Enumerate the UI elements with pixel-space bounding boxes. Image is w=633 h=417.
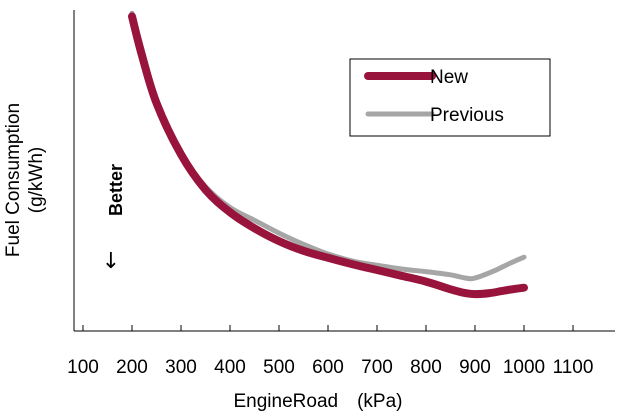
series-layer (128, 10, 528, 299)
y-axis-title-line1: Fuel Consumption (3, 103, 24, 257)
legend-label-new: New (430, 67, 468, 88)
x-tick-label: 1000 (503, 357, 545, 378)
x-tick-label: 700 (361, 357, 393, 378)
legend-label-previous: Previous (430, 105, 504, 126)
x-tick-label: 200 (116, 357, 148, 378)
series-line-new (128, 12, 528, 299)
legend: New Previous (349, 58, 551, 137)
y-axis-title-line2: (g/kWh) (26, 147, 47, 214)
legend-box (349, 58, 551, 137)
x-axis-title: EngineRoad (kPa) (234, 391, 403, 412)
x-tick-label: 1100 (553, 357, 594, 378)
x-tick-label: 400 (214, 357, 246, 378)
x-tick-label: 100 (67, 357, 99, 378)
x-tick-label: 600 (312, 357, 344, 378)
better-annotation: Better (106, 164, 126, 216)
x-axis-tick-labels: 100 200 300 400 500 600 700 800 900 1000 1100 (67, 357, 593, 378)
x-axis-ticks (82, 325, 574, 331)
x-tick-label: 500 (263, 357, 295, 378)
x-tick-label: 900 (459, 357, 491, 378)
x-tick-label: 300 (165, 357, 197, 378)
better-arrow: ↓ (102, 249, 120, 274)
x-tick-label: 800 (410, 357, 442, 378)
axes: 100 200 300 400 500 600 700 800 900 1000 1100 (67, 10, 615, 378)
series-line-previous (129, 10, 527, 282)
